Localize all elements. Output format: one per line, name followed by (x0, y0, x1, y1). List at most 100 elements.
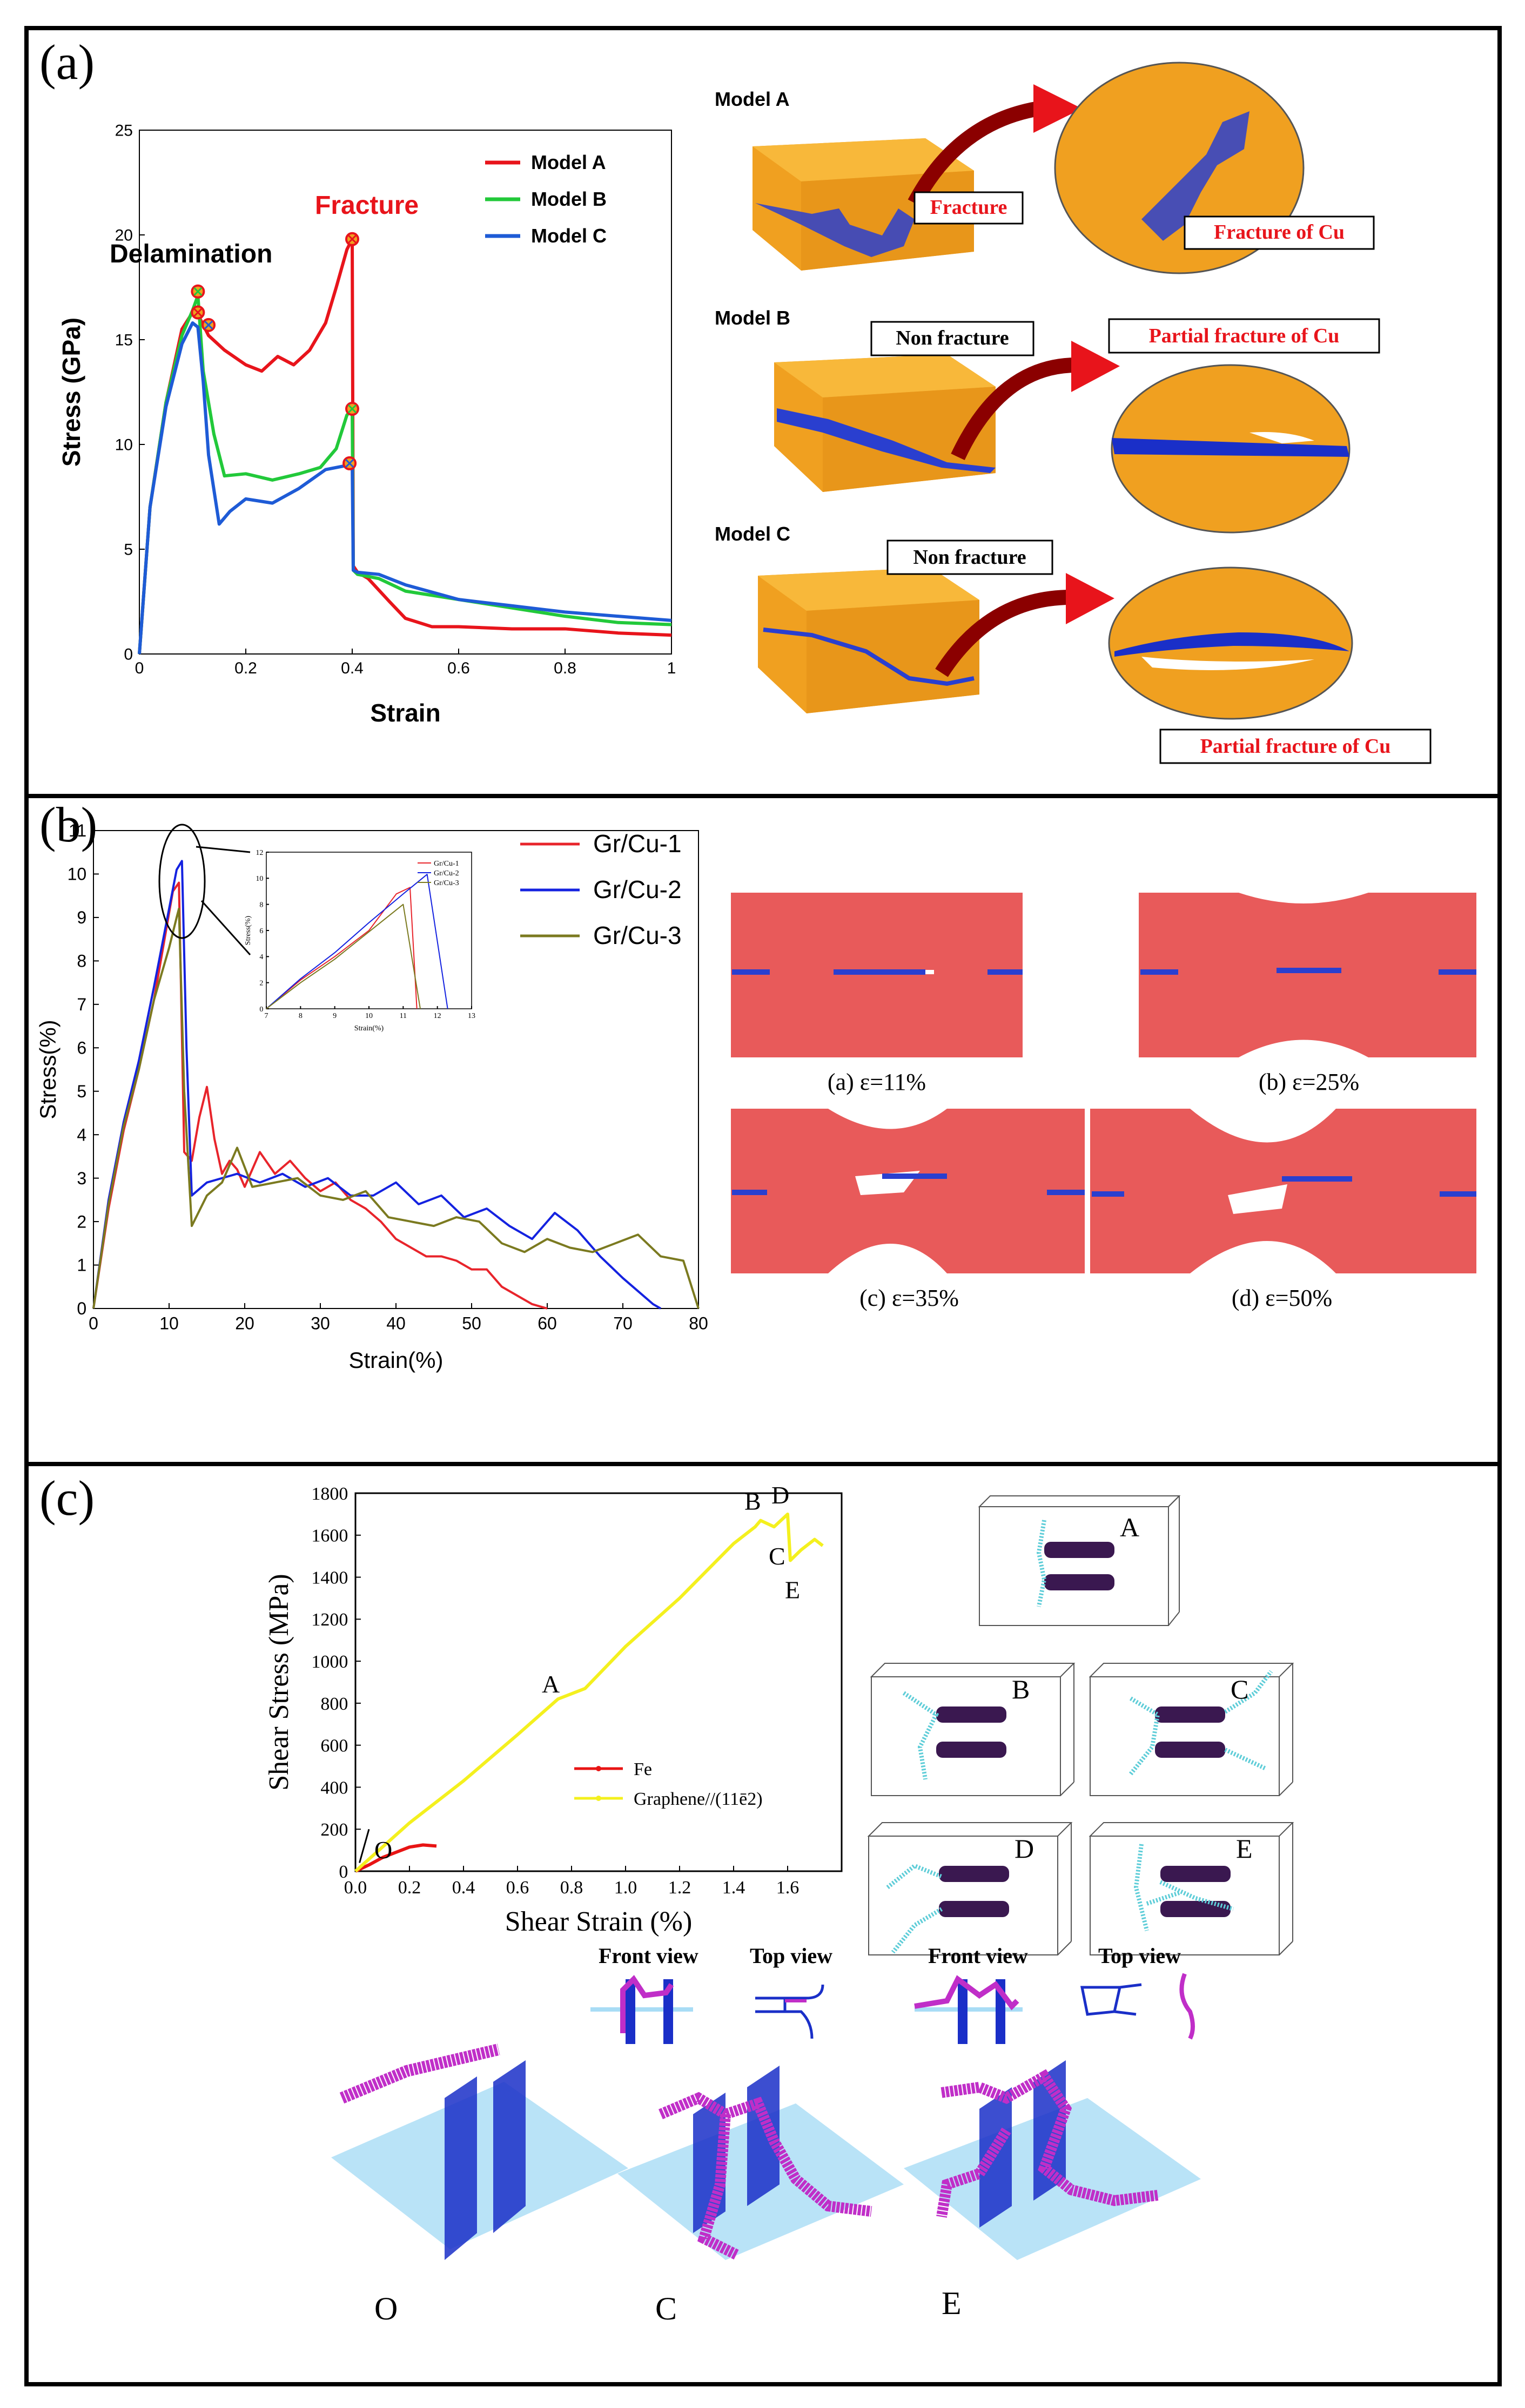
point-label-a: A (542, 1670, 560, 1698)
legend-label: Fe (634, 1759, 652, 1779)
x-tick-label: 13 (468, 1012, 475, 1020)
snapshot-eps-50 (1090, 1109, 1476, 1273)
y-tick-label: 15 (115, 332, 133, 349)
panel-a-svg: (a) 0 0.2 0.4 0.6 0.8 10510152025StrainStress… (39, 35, 1432, 764)
model-b-callout-box (870, 321, 1034, 356)
model-c-callout: Non fracture (913, 546, 1026, 569)
point-label-d: D (771, 1481, 789, 1509)
x-tick-label: 0 (135, 659, 144, 677)
y-tick-label: 1600 (311, 1526, 348, 1546)
model-b-label: Model B (715, 307, 790, 329)
inset-legend-label: Gr/Cu-2 (434, 869, 459, 878)
zoom-line-bottom (200, 900, 251, 956)
y-tick-label: 0 (77, 1299, 86, 1318)
peak-marker-cross (347, 234, 357, 244)
x-tick-label: 1.6 (776, 1878, 800, 1898)
x-tick-label: 10 (365, 1012, 373, 1020)
y-tick-label: 600 (320, 1736, 348, 1756)
zoom-line-top (196, 846, 251, 853)
top-view-label-2: Top view (1098, 1944, 1181, 1968)
panel-label-c: (c) (39, 1471, 95, 1526)
model-b-callout: Non fracture (896, 327, 1009, 349)
panel-label-b: (b) (39, 798, 97, 852)
legend-marker (596, 1766, 601, 1771)
x-axis-label: Shear Strain (%) (505, 1906, 693, 1937)
y-tick-label: 10 (68, 865, 87, 884)
peak-marker-cross (193, 287, 203, 296)
series-line-fe (354, 1843, 437, 1873)
legend-label: Graphene//(11ē2) (634, 1789, 763, 1809)
model-c-callout-box (886, 539, 1053, 575)
model-a-zoom-callout: Fracture of Cu (1214, 221, 1345, 244)
caption-eps-25: (b) ε=25% (1259, 1069, 1359, 1095)
zoom-ellipse (158, 824, 206, 939)
legend-label: Gr/Cu-3 (593, 921, 682, 949)
model-a-callout-box (913, 191, 1024, 225)
model-a-zoom-box (1184, 215, 1375, 250)
snapshot-label-a: A (1120, 1512, 1139, 1542)
model-a-label: Model A (715, 88, 790, 110)
y-tick-label: 2 (259, 980, 263, 988)
y-tick-label: 4 (77, 1125, 86, 1144)
config-label-e: E (942, 2285, 962, 2321)
caption-eps-11: (a) ε=11% (828, 1069, 926, 1095)
y-tick-label: 6 (77, 1038, 86, 1057)
snapshot-box-a: A (978, 1495, 1181, 1626)
x-tick-label: 1.2 (668, 1878, 691, 1898)
configuration-c: C (617, 2066, 904, 2326)
y-tick-label: 0 (339, 1862, 348, 1882)
x-tick-label: 9 (333, 1012, 337, 1020)
y-tick-label: 8 (259, 901, 263, 909)
y-tick-label: 7 (77, 995, 86, 1014)
series-line-model-c (138, 321, 672, 655)
chart-b-inset: 7 8 9 10 11 12 13 0 2 4 6 8 10 12 Strain(%) Stress(%) Gr… (244, 849, 475, 1033)
snapshot-label-e: E (1236, 1833, 1253, 1864)
legend-label: Model B (531, 188, 607, 210)
y-axis-label: Stress (GPa) (57, 318, 85, 467)
configuration-e: E (904, 2060, 1201, 2321)
y-axis-label: Stress(%) (244, 915, 252, 945)
peak-marker-cross (204, 320, 213, 329)
snapshot-label-c: C (1231, 1674, 1248, 1704)
y-tick-label: 5 (77, 1082, 86, 1101)
x-tick-label: 1.4 (722, 1878, 745, 1898)
x-tick-label: 12 (434, 1012, 441, 1020)
y-tick-label: 3 (77, 1169, 86, 1188)
inset-legend-label: Gr/Cu-3 (434, 879, 459, 887)
top-view-label-1: Top view (750, 1944, 832, 1968)
y-tick-label: 0 (124, 646, 133, 664)
snapshot-eps-11 (731, 893, 1023, 1057)
snapshot-box-d: D (867, 1822, 1073, 1955)
y-tick-label: 8 (77, 952, 86, 971)
config-label-o: O (374, 2291, 398, 2326)
inset-legend-label: Gr/Cu-1 (434, 860, 459, 868)
model-c-zoom-box (1159, 729, 1432, 764)
panel-c: (c) 0.0 0.2 0.4 0.6 0.8 1.0 1.2 1.4 1.6 0 200 400 60… (24, 1462, 1502, 2386)
model-c-slab (758, 568, 979, 713)
legend-label: Model A (531, 151, 606, 173)
snapshot-eps-35 (731, 1109, 1085, 1273)
point-o-arrow (359, 1829, 370, 1863)
snapshot-eps-25 (1139, 893, 1476, 1057)
panel-a: (a) 0 0.2 0.4 0.6 0.8 1 0 5 10 15 20 25 Strain Stress… (24, 26, 1502, 798)
x-tick-label: 50 (462, 1313, 481, 1333)
config-label-c: C (655, 2291, 677, 2326)
y-tick-label: 1 (77, 1256, 86, 1275)
plot-frame (139, 130, 672, 655)
x-axis-label: Strain (370, 699, 440, 727)
front-view-label-2: Front view (928, 1944, 1028, 1968)
legend-label: Gr/Cu-2 (593, 875, 682, 903)
x-tick-label: 0.0 (344, 1878, 367, 1898)
snapshot-label-b: B (1012, 1674, 1030, 1704)
model-b-zoom-callout: Partial fracture of Cu (1149, 325, 1340, 347)
y-tick-label: 0 (259, 1006, 263, 1014)
x-tick-label: 20 (235, 1313, 254, 1333)
x-tick-label: 30 (311, 1313, 330, 1333)
x-tick-label: 40 (386, 1313, 406, 1333)
y-tick-label: 2 (77, 1212, 86, 1231)
top-view-2 (1080, 1973, 1195, 2040)
front-view-1 (590, 1975, 693, 2044)
model-c-zoom (1108, 566, 1353, 720)
y-tick-label: 11 (69, 821, 86, 840)
model-a-callout: Fracture (930, 196, 1007, 219)
